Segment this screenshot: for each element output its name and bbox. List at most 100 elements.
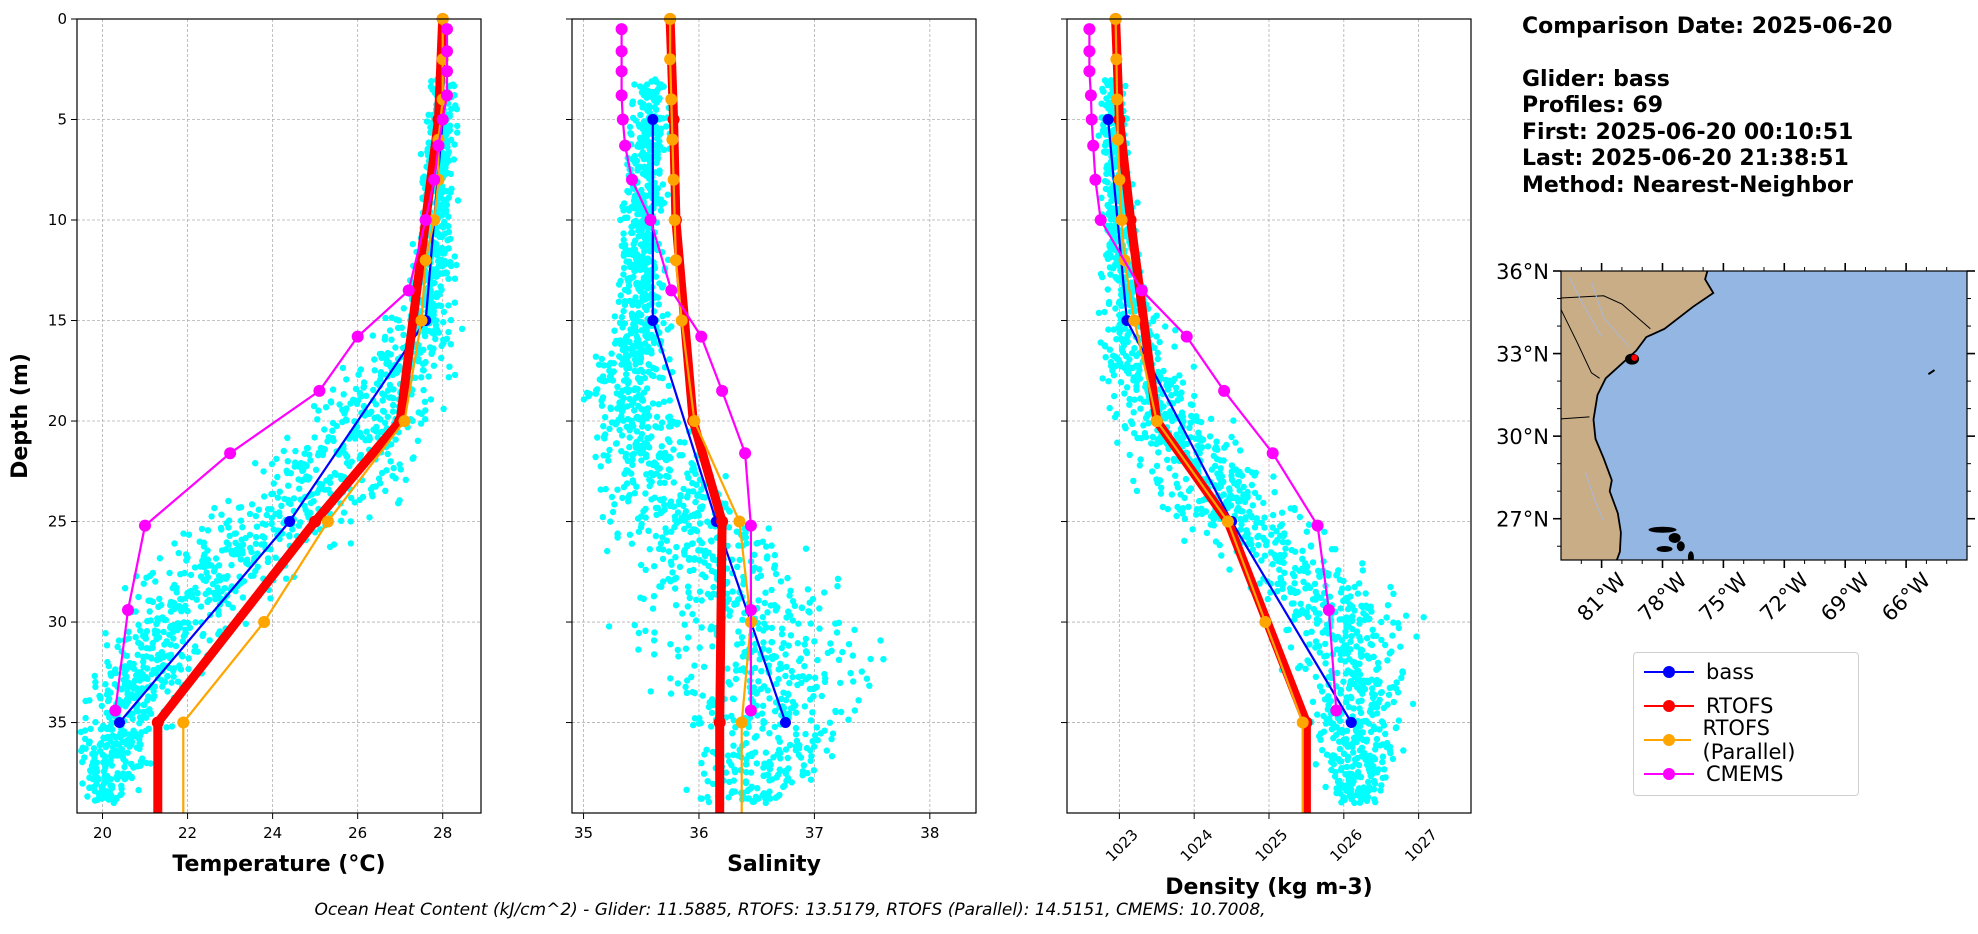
scatter-point	[685, 634, 692, 641]
scatter-point	[734, 641, 741, 648]
scatter-point	[153, 635, 160, 643]
scatter-point	[433, 290, 440, 297]
scatter-point	[698, 624, 705, 631]
scatter-point	[637, 366, 645, 373]
scatter-point	[273, 455, 280, 463]
scatter-point	[1167, 408, 1174, 415]
scatter-point	[743, 769, 750, 776]
scatter-point	[1186, 424, 1193, 431]
scatter-point	[438, 302, 445, 310]
scatter-point	[1239, 508, 1246, 515]
scatter-point	[1187, 401, 1195, 408]
scatter-point	[628, 229, 635, 236]
river	[1568, 276, 1603, 338]
scatter-point	[642, 261, 649, 268]
scatter-point	[414, 437, 422, 444]
scatter-point	[225, 600, 232, 608]
scatter-point	[429, 317, 436, 324]
scatter-point	[651, 104, 658, 111]
scatter-point	[755, 539, 762, 547]
scatter-point	[690, 526, 697, 533]
scatter-point	[1307, 542, 1315, 549]
scatter-point	[210, 568, 218, 575]
scatter-point	[679, 610, 686, 617]
scatter-point	[250, 572, 257, 579]
scatter-point	[665, 382, 672, 389]
scatter-point	[1164, 386, 1172, 393]
scatter-point	[845, 716, 852, 723]
scatter-point	[650, 593, 658, 600]
scatter-point	[91, 754, 98, 762]
scatter-point	[704, 793, 711, 801]
scatter-point	[1172, 472, 1179, 479]
scatter-point	[1107, 271, 1114, 278]
scatter-point	[661, 449, 669, 457]
scatter-point	[741, 648, 748, 656]
scatter-point	[637, 415, 645, 422]
scatter-point	[283, 575, 290, 582]
scatter-point	[300, 464, 308, 472]
scatter-point	[118, 686, 125, 693]
scatter-point	[1376, 696, 1383, 704]
scatter-point	[1166, 465, 1173, 472]
scatter-point	[453, 105, 460, 113]
scatter-point	[409, 240, 416, 248]
scatter-point	[1345, 584, 1352, 592]
scatter-point	[428, 349, 436, 356]
scatter-point	[637, 359, 644, 366]
scatter-point	[1328, 758, 1335, 766]
scatter-point	[731, 768, 739, 776]
scatter-point	[642, 566, 649, 573]
scatter-point	[138, 644, 145, 651]
scatter-point	[631, 490, 638, 497]
river	[1584, 471, 1605, 522]
scatter-point	[1323, 751, 1331, 758]
scatter-point	[246, 531, 254, 538]
scatter-point	[159, 683, 166, 690]
scatter-point	[242, 534, 249, 542]
scatter-point	[619, 324, 626, 331]
scatter-point	[1126, 395, 1133, 403]
scatter-point	[863, 675, 871, 682]
series-point-rtofs-parallel	[667, 173, 680, 186]
y-tick-label: 15	[48, 312, 67, 330]
scatter-point	[811, 674, 819, 681]
scatter-point	[102, 630, 109, 637]
scatter-point	[583, 389, 591, 396]
scatter-point	[816, 605, 823, 612]
scatter-point	[682, 645, 690, 652]
scatter-point	[1291, 580, 1298, 587]
scatter-point	[1322, 783, 1329, 791]
scatter-point	[1135, 370, 1142, 378]
scatter-point	[161, 616, 168, 624]
scatter-point	[133, 685, 140, 692]
scatter-point	[658, 583, 665, 590]
scatter-point	[136, 736, 143, 743]
scatter-point	[97, 695, 104, 702]
scatter-point	[432, 322, 440, 329]
scatter-point	[775, 746, 783, 754]
series-point-cmems	[1094, 214, 1107, 226]
scatter-point	[132, 608, 139, 615]
series-point-rtofs-parallel	[664, 53, 677, 66]
scatter-point	[1280, 594, 1288, 601]
scatter-point	[90, 783, 98, 791]
scatter-point	[1207, 415, 1215, 422]
scatter-point	[185, 665, 192, 673]
x-tick-label: 22	[178, 824, 197, 842]
scatter-point	[239, 594, 247, 601]
scatter-point	[649, 400, 657, 407]
scatter-point	[637, 135, 644, 143]
scatter-point	[420, 386, 427, 394]
scatter-point	[670, 446, 677, 453]
scatter-point	[616, 426, 623, 434]
scatter-point	[604, 547, 611, 555]
scatter-point	[1312, 638, 1320, 645]
scatter-point	[442, 206, 450, 214]
scatter-point	[297, 519, 304, 526]
scatter-point	[1185, 503, 1192, 511]
scatter-point	[637, 442, 645, 450]
scatter-point	[422, 358, 429, 366]
scatter-point	[285, 482, 292, 489]
scatter-point	[351, 499, 358, 506]
